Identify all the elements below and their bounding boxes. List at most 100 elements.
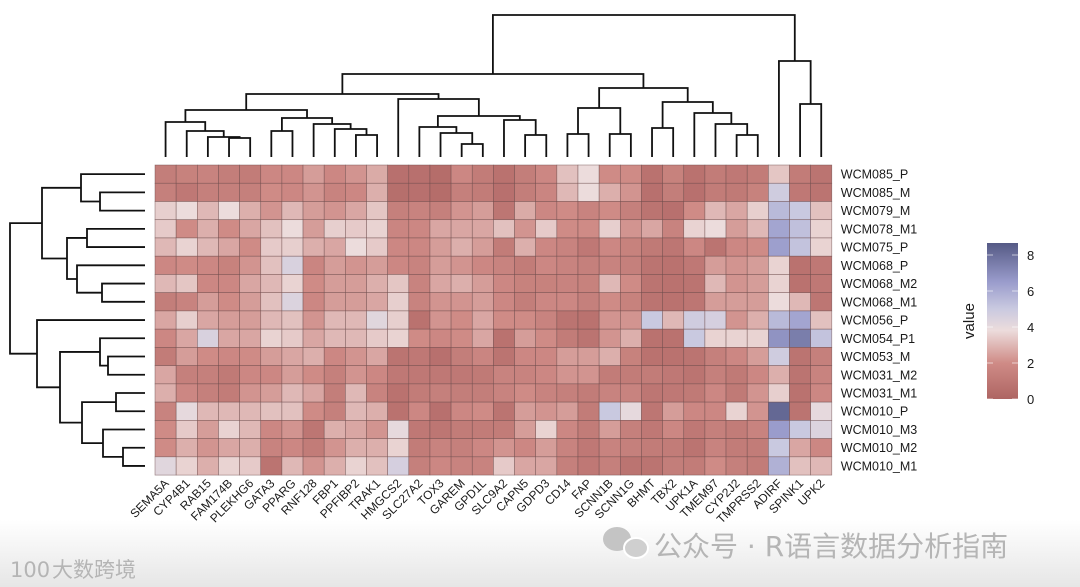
heatmap-cell (471, 164, 494, 184)
heatmap-cell (662, 255, 685, 275)
heatmap-cell (577, 383, 600, 403)
heatmap-cell (641, 219, 663, 239)
heatmap-cell (366, 383, 388, 403)
heatmap-cell (768, 292, 790, 312)
heatmap-cell (366, 456, 388, 476)
watermark-logo-mark: 100 (10, 558, 50, 582)
heatmap-cell (366, 365, 388, 385)
heatmap-cell (197, 383, 219, 403)
heatmap-cell (535, 219, 558, 239)
heatmap-cell (175, 292, 198, 312)
heatmap-cell (746, 456, 769, 476)
dendrogram-branch (436, 115, 521, 127)
dendrogram-branch (99, 191, 145, 212)
heatmap-cell (535, 383, 558, 403)
heatmap-cell (450, 274, 473, 293)
row-label: WCM053_M (841, 350, 910, 364)
heatmap-cell (154, 201, 177, 221)
heatmap-cell (683, 164, 706, 184)
heatmap-cell (641, 456, 663, 476)
heatmap-cell (302, 201, 325, 221)
heatmap-cell (450, 292, 473, 312)
heatmap-cell (154, 274, 177, 293)
heatmap-cell (450, 365, 473, 385)
heatmap-cell (471, 456, 494, 476)
heatmap-cell (725, 182, 748, 202)
heatmap-cell (239, 420, 262, 439)
heatmap-cell (197, 255, 219, 275)
heatmap-cell (281, 274, 304, 293)
dendrogram-branch (80, 173, 145, 203)
heatmap-cell (260, 438, 283, 458)
heatmap-cell (429, 420, 452, 439)
heatmap-cell (810, 201, 833, 221)
heatmap-cell (619, 292, 642, 312)
heatmap-cell (514, 310, 536, 330)
heatmap-cell (302, 219, 325, 239)
heatmap-cell (281, 310, 304, 330)
dendrogram-branch (86, 227, 145, 248)
dendrogram-branch (799, 103, 823, 157)
heatmap-cell (725, 456, 748, 476)
heatmap-cell (514, 438, 536, 458)
heatmap-cell (535, 456, 558, 476)
heatmap-cell (175, 182, 198, 202)
heatmap-cell (683, 255, 706, 275)
heatmap-cell (683, 328, 706, 348)
heatmap-cell (239, 292, 262, 312)
heatmap-cell (154, 237, 177, 257)
heatmap-cell (683, 219, 706, 239)
heatmap-cell (746, 219, 769, 239)
heatmap-cell (197, 237, 219, 257)
heatmap-cell (662, 401, 685, 421)
heatmap-cell (175, 164, 198, 184)
legend-tick-label: 2 (1027, 356, 1034, 371)
dendrogram-branch (355, 134, 378, 157)
dendrogram-branch (101, 282, 145, 303)
heatmap-cell (768, 347, 790, 366)
heatmap-cell (514, 201, 536, 221)
legend-tick-label: 8 (1027, 248, 1034, 263)
heatmap-cell (598, 456, 621, 476)
heatmap-cell (218, 401, 240, 421)
heatmap-cell (323, 274, 346, 293)
heatmap-cell (535, 164, 558, 184)
heatmap-cell (746, 347, 769, 366)
heatmap-cell (218, 255, 240, 275)
heatmap-cell (556, 438, 579, 458)
dendrogram-branch (418, 126, 458, 157)
heatmap-cell (789, 201, 811, 221)
heatmap-cell (556, 219, 579, 239)
dendrogram-branch (439, 132, 474, 157)
heatmap-cell (387, 164, 410, 184)
dendrogram-branch (270, 130, 294, 157)
heatmap-cell (598, 274, 621, 293)
heatmap-cell (345, 347, 367, 366)
heatmap-cell (746, 328, 769, 348)
dendrogram-branch (36, 319, 145, 389)
heatmap-cell (683, 401, 706, 421)
heatmap-cell (218, 201, 240, 221)
heatmap-cell (429, 219, 452, 239)
heatmap-cell (493, 328, 515, 348)
heatmap-cell (197, 219, 219, 239)
heatmap-cell (704, 438, 727, 458)
heatmap-cell (175, 328, 198, 348)
heatmap-cell (345, 164, 367, 184)
heatmap-cell (768, 274, 790, 293)
column-dendrogram (164, 14, 823, 157)
heatmap-cell (662, 164, 685, 184)
dendrogram-branch (492, 14, 796, 74)
heatmap-cell (345, 328, 367, 348)
heatmap-cell (514, 164, 536, 184)
heatmap-cell (683, 438, 706, 458)
heatmap-cell (302, 292, 325, 312)
heatmap-cell (197, 274, 219, 293)
heatmap-cell (768, 365, 790, 385)
heatmap-cell (768, 201, 790, 221)
heatmap-cell (493, 347, 515, 366)
heatmap-cell (493, 274, 515, 293)
heatmap-cell (746, 201, 769, 221)
heatmap-cell (641, 201, 663, 221)
